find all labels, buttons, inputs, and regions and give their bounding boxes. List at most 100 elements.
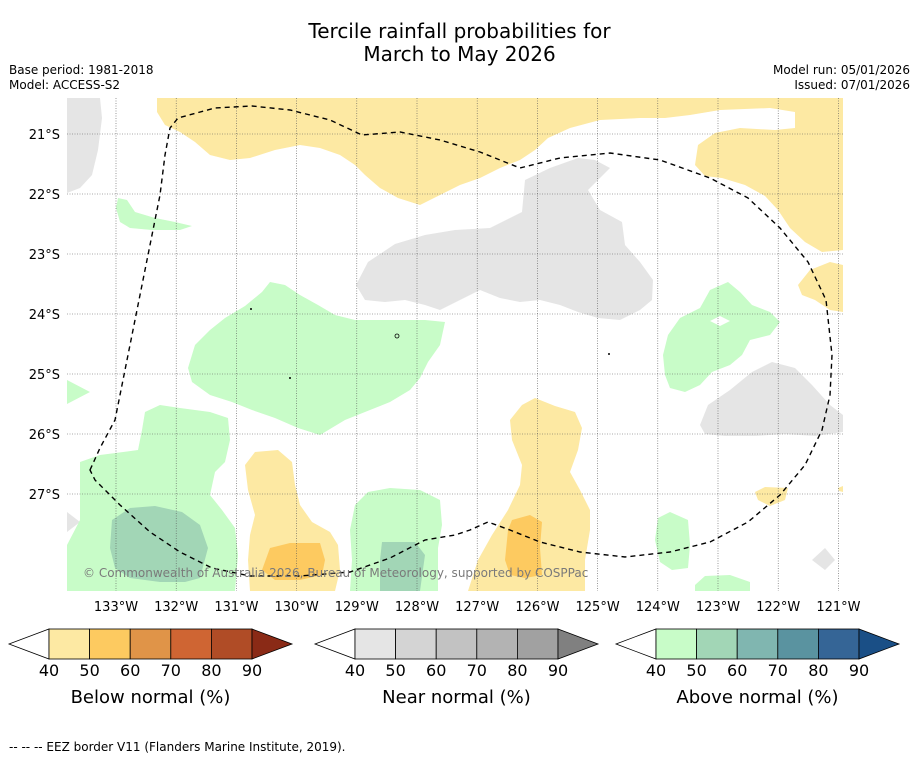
lon-label: 125°W	[576, 600, 620, 615]
lon-label: 124°W	[636, 600, 680, 615]
legend-swatch	[89, 628, 131, 660]
legend-high-arrow	[557, 628, 600, 660]
lon-label: 132°W	[154, 600, 198, 615]
latitude-labels: 21°S 22°S 23°S 24°S 25°S 26°S 27°S	[29, 128, 60, 503]
legend-tick: 70	[467, 661, 487, 680]
below50-region-2	[262, 543, 325, 580]
lat-label: 26°S	[29, 428, 60, 443]
model-name: Model: ACCESS-S2	[9, 78, 121, 92]
legend-low-arrow	[313, 628, 356, 660]
near-region-central	[356, 158, 653, 320]
legend-title: Near normal (%)	[382, 687, 531, 708]
below-region-far-east	[838, 486, 843, 492]
legend-swatch	[395, 628, 437, 660]
model-run: Model run: 05/01/2026	[772, 63, 910, 77]
lon-label: 121°W	[816, 600, 860, 615]
legend-high-arrow	[251, 628, 294, 660]
legend-swatch	[210, 628, 253, 660]
lat-label: 25°S	[29, 368, 60, 383]
meta-left: Base period: 1981-2018 Model: ACCESS-S2	[9, 63, 154, 93]
above-hole-east	[710, 316, 730, 326]
map-panel: © Commonwealth of Australia 2026, Bureau…	[67, 98, 843, 591]
legend-tick: 40	[646, 661, 666, 680]
legend-swatch	[435, 628, 478, 660]
legend-tick: 60	[120, 661, 140, 680]
above50-region-1	[110, 506, 208, 582]
title-line-2: March to May 2026	[363, 42, 556, 66]
legend-tick: 60	[727, 661, 747, 680]
legend-low-arrow	[7, 628, 50, 660]
legend-swatch	[354, 628, 396, 660]
below-region-se-small	[755, 487, 788, 506]
below-region-south-central	[468, 398, 590, 591]
above-region-central	[188, 282, 445, 435]
legend-swatch	[736, 628, 779, 660]
legend-tick: 70	[768, 661, 788, 680]
legend-tick: 80	[201, 661, 221, 680]
above-region-se-1	[655, 512, 690, 570]
lat-label: 21°S	[29, 128, 60, 143]
legend-low-arrow	[614, 628, 657, 660]
legend-tick: 90	[849, 661, 869, 680]
legend-tick: 90	[242, 661, 262, 680]
legend-tick: 50	[686, 661, 706, 680]
island-dot	[394, 333, 400, 339]
legend-tick: 40	[39, 661, 59, 680]
near-region-se	[812, 548, 835, 570]
legend-tick: 70	[161, 661, 181, 680]
lon-label: 126°W	[515, 600, 559, 615]
legend-swatch	[818, 628, 860, 660]
above-region-se-2	[695, 575, 750, 591]
legend-tick: 60	[426, 661, 446, 680]
lon-label: 123°W	[696, 600, 740, 615]
lat-label: 23°S	[29, 248, 60, 263]
legend-tick: 50	[79, 661, 99, 680]
legend-swatch	[517, 628, 559, 660]
legend-swatch	[476, 628, 518, 660]
lon-label: 129°W	[335, 600, 379, 615]
above-normal-legend: 40 50 60 70 80 90 Above normal (%)	[614, 628, 901, 708]
legend-tick: 40	[345, 661, 365, 680]
island-dot	[608, 353, 610, 355]
gridlines	[67, 98, 843, 591]
longitude-labels: 133°W 132°W 131°W 130°W 129°W 128°W 127°W 126°W…	[94, 600, 861, 615]
legend-tick: 90	[548, 661, 568, 680]
lat-label: 24°S	[29, 308, 60, 323]
base-period: Base period: 1981-2018	[9, 63, 154, 77]
legend-tick: 50	[385, 661, 405, 680]
legends: 40 50 60 70 80 90 Below normal (%) 40 50 60 70 80 90…	[7, 628, 901, 708]
lon-label: 130°W	[275, 600, 319, 615]
title-line-1: Tercile rainfall probabilities for	[308, 19, 611, 43]
lon-label: 128°W	[395, 600, 439, 615]
near-region-east	[700, 362, 843, 436]
legend-swatch	[48, 628, 90, 660]
legend-swatch	[696, 628, 738, 660]
island-dot	[250, 308, 252, 310]
islands	[250, 308, 610, 379]
above-region-west-edge	[67, 380, 90, 404]
legend-title: Above normal (%)	[676, 687, 838, 708]
legend-tick: 80	[808, 661, 828, 680]
lon-label: 133°W	[94, 600, 138, 615]
below-normal-legend: 40 50 60 70 80 90 Below normal (%)	[7, 628, 294, 708]
legend-title: Below normal (%)	[71, 687, 231, 708]
copyright-text: © Commonwealth of Australia 2026, Bureau…	[83, 566, 588, 580]
meta-right: Model run: 05/01/2026 Issued: 07/01/2026	[773, 63, 910, 93]
legend-high-arrow	[858, 628, 901, 660]
near-normal-regions	[67, 98, 843, 570]
legend-swatch	[777, 628, 819, 660]
issued-date: Issued: 07/01/2026	[794, 78, 910, 92]
below50-region-1	[505, 515, 542, 578]
lat-label: 22°S	[29, 188, 60, 203]
lon-label: 122°W	[756, 600, 800, 615]
lon-label: 127°W	[455, 600, 499, 615]
above-region-nw	[116, 198, 192, 230]
chart-title: Tercile rainfall probabilities for March…	[0, 20, 919, 66]
eez-border	[89, 105, 833, 577]
legend-swatch	[129, 628, 172, 660]
above-region-east	[663, 282, 780, 392]
lon-label: 131°W	[214, 600, 258, 615]
near-region-sw	[67, 512, 80, 532]
above50-region-2	[380, 542, 425, 591]
